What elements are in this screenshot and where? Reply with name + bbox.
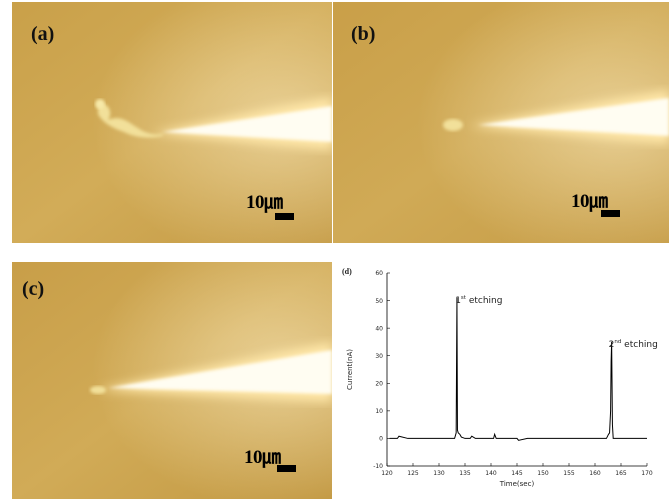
x-tick-label: 160 — [589, 470, 601, 477]
y-tick-label: 40 — [375, 325, 383, 332]
micrograph-c-image — [12, 262, 332, 499]
chart-axes — [386, 273, 647, 467]
panel-label-a: (a) — [31, 23, 55, 45]
y-tick-label: 60 — [375, 270, 383, 277]
micrograph-panel-c: (c) 10㎛ — [12, 262, 332, 499]
x-tick-label: 150 — [537, 470, 549, 477]
annotation-first-etching: 1st etching — [455, 295, 502, 306]
y-tick-label: 50 — [375, 298, 383, 305]
x-axis-label: Time(sec) — [499, 480, 535, 488]
chart-svg: (d) -10 0 10 20 30 40 50 60 120 125 130 135 140 145 15… — [342, 267, 658, 488]
x-tick-label: 135 — [459, 470, 471, 477]
current-time-chart: (d) -10 0 10 20 30 40 50 60 120 125 130 135 140 145 15… — [334, 262, 669, 499]
y-axis-label: Current(nA) — [346, 349, 354, 390]
annotation-second-etching: 2nd etching — [609, 339, 658, 350]
chart-annotations: 1st etching 2nd etching — [455, 295, 658, 350]
panel-label-b: (b) — [351, 23, 376, 45]
current-series-line — [389, 297, 647, 441]
scale-label-c: 10㎛ — [244, 447, 281, 468]
x-tick-label: 125 — [407, 470, 419, 477]
y-tick-label: -10 — [373, 463, 383, 470]
y-tick-label: 30 — [375, 353, 383, 360]
y-tick-label: 20 — [375, 380, 383, 387]
micrograph-b-image — [333, 2, 669, 243]
x-tick-label: 155 — [563, 470, 575, 477]
x-tick-label: 140 — [485, 470, 497, 477]
chart-ticks: -10 0 10 20 30 40 50 60 120 125 130 135 140 145 150 155… — [373, 270, 653, 477]
scale-bar-c — [277, 465, 296, 472]
chart-panel-label: (d) — [342, 267, 352, 276]
x-tick-label: 170 — [641, 470, 653, 477]
x-tick-label: 145 — [511, 470, 523, 477]
x-tick-label: 165 — [615, 470, 627, 477]
micrograph-panel-b: (b) 10㎛ — [333, 2, 669, 243]
micrograph-panel-a: (a) 10㎛ — [12, 2, 332, 243]
x-tick-label: 120 — [381, 470, 393, 477]
y-tick-label: 0 — [379, 436, 383, 443]
micrograph-a-image — [12, 2, 332, 243]
scale-bar-a — [275, 213, 294, 220]
panel-label-c: (c) — [22, 278, 45, 300]
y-tick-label: 10 — [375, 408, 383, 415]
x-tick-label: 130 — [433, 470, 445, 477]
scale-label-a: 10㎛ — [246, 192, 283, 213]
scale-bar-b — [601, 210, 620, 217]
scale-label-b: 10㎛ — [571, 191, 608, 212]
